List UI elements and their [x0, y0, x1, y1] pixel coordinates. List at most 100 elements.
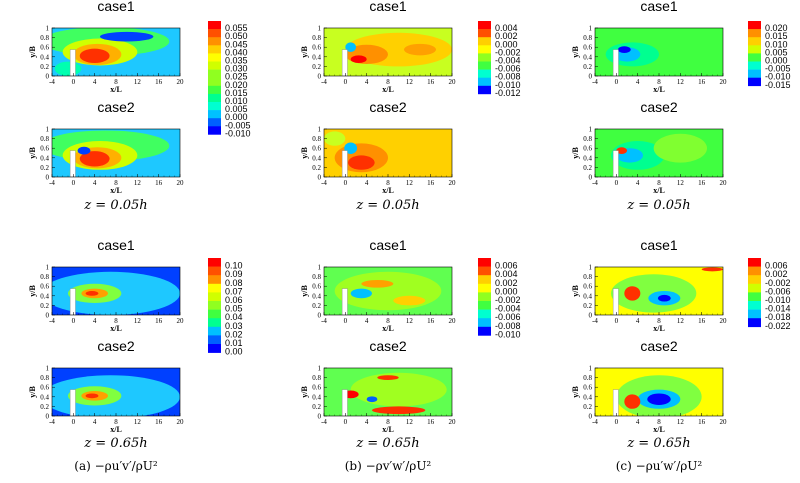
- colorbar-tick-label: 0.03: [225, 321, 243, 331]
- colorbar-swatch: [478, 301, 491, 310]
- x-tick-label: 0: [344, 418, 348, 426]
- colorbar-tick-label: 0.005: [225, 104, 248, 114]
- colorbar-tick-label: 0.04: [225, 312, 243, 322]
- case-title: case2: [640, 99, 678, 115]
- contour-panel: [324, 129, 452, 177]
- y-tick-label: 0.6: [312, 145, 321, 153]
- x-tick-label: -4: [49, 78, 55, 86]
- x-tick-label: -4: [321, 78, 327, 86]
- colorbar-swatch: [478, 85, 491, 95]
- colorbar-swatch: [478, 275, 491, 285]
- colorbar-tick-label: 0.050: [225, 31, 248, 41]
- height-label: z = 0.05h: [626, 198, 690, 213]
- colorbar-tick-label: 0.07: [225, 286, 243, 296]
- y-tick-label: 0.4: [583, 154, 592, 162]
- x-tick-label: 20: [720, 179, 728, 187]
- contour-region: [624, 286, 641, 301]
- contour-panel: [595, 267, 723, 315]
- x-tick-label: -4: [321, 418, 327, 426]
- x-axis-label: x/L: [382, 324, 394, 333]
- x-tick-label: 0: [615, 78, 619, 86]
- x-tick-label: 16: [698, 418, 706, 426]
- y-tick-label: 0.8: [312, 34, 321, 42]
- y-tick-label: 0.6: [40, 145, 49, 153]
- case-title: case1: [369, 237, 407, 253]
- colorbar-tick-label: 0.010: [225, 96, 248, 106]
- x-axis-label: x/L: [653, 186, 665, 195]
- colorbar-tick-label: 0.10: [225, 261, 243, 271]
- y-tick-label: 0.6: [312, 283, 321, 291]
- colorbar-swatch: [748, 258, 761, 267]
- y-tick-label: 1: [46, 365, 50, 373]
- x-axis-label: x/L: [382, 425, 394, 434]
- x-tick-label: -4: [49, 418, 55, 426]
- x-tick-label: 16: [427, 317, 435, 325]
- colorbar-swatch: [208, 266, 221, 276]
- y-tick-label: 1: [318, 126, 322, 134]
- x-tick-label: 8: [114, 78, 118, 86]
- colorbar-tick-label: 0.000: [225, 112, 248, 122]
- x-tick-label: 8: [114, 317, 118, 325]
- building-block: [612, 288, 619, 315]
- case-title: case2: [369, 99, 407, 115]
- colorbar-swatch: [748, 309, 761, 319]
- colorbar-tick-label: 0.000: [495, 286, 518, 296]
- colorbar-tick-label: 0.08: [225, 278, 243, 288]
- height-label: z = 0.65h: [626, 436, 690, 451]
- y-tick-label: 0.6: [40, 44, 49, 52]
- x-tick-label: 4: [93, 179, 97, 187]
- y-tick-label: 0.2: [312, 164, 321, 172]
- contour-region: [366, 396, 378, 403]
- colorbar-tick-label: 0.02: [225, 329, 243, 339]
- contour-region: [657, 294, 671, 302]
- colorbar-swatch: [208, 118, 221, 127]
- x-tick-label: 4: [93, 317, 97, 325]
- colorbar-swatch: [208, 326, 221, 336]
- x-tick-label: 0: [72, 78, 76, 86]
- colorbar-swatch: [748, 266, 761, 276]
- case-title: case1: [369, 0, 407, 14]
- colorbar-swatch: [748, 21, 761, 30]
- x-tick-label: 12: [134, 317, 142, 325]
- colorbar-tick-label: 0.006: [765, 261, 788, 271]
- case-title: case1: [640, 0, 678, 14]
- contour-region: [85, 393, 99, 399]
- y-axis-label: y/B: [300, 147, 309, 159]
- contour-region: [617, 46, 631, 53]
- x-tick-label: 20: [449, 317, 457, 325]
- colorbar-tick-label: -0.010: [495, 329, 521, 339]
- y-tick-label: 0.6: [40, 283, 49, 291]
- x-tick-label: 0: [72, 418, 76, 426]
- colorbar-swatch: [478, 29, 491, 38]
- colorbar-tick-label: 0.025: [225, 72, 248, 82]
- colorbar-swatch: [748, 45, 761, 54]
- contour-region: [361, 279, 394, 288]
- x-tick-label: 16: [698, 78, 706, 86]
- colorbar-swatch: [208, 275, 221, 285]
- x-tick-label: 0: [344, 179, 348, 187]
- colorbar-swatch: [208, 258, 221, 267]
- y-tick-label: 0.4: [312, 393, 321, 401]
- colorbar-tick-label: 0.00: [225, 347, 243, 357]
- x-tick-label: 4: [636, 179, 640, 187]
- x-tick-label: 8: [114, 179, 118, 187]
- x-tick-label: 20: [177, 179, 185, 187]
- x-tick-label: 20: [720, 418, 728, 426]
- contour-region: [79, 48, 110, 64]
- x-tick-label: 0: [615, 179, 619, 187]
- x-tick-label: 16: [155, 418, 163, 426]
- x-axis-label: x/L: [110, 85, 122, 94]
- colorbar-swatch: [208, 283, 221, 293]
- contour-panel: [595, 368, 723, 416]
- contour-region: [350, 55, 367, 64]
- y-tick-label: 0.8: [583, 34, 592, 42]
- colorbar-tick-label: 0.002: [495, 31, 518, 41]
- colorbar-tick-label: -0.010: [495, 80, 521, 90]
- x-tick-label: -4: [592, 418, 598, 426]
- x-tick-label: 16: [155, 179, 163, 187]
- y-tick-label: 0.8: [312, 135, 321, 143]
- y-axis-label: y/B: [300, 46, 309, 58]
- contour-region: [79, 151, 110, 167]
- colorbar-tick-label: 0.020: [765, 23, 788, 33]
- contour-region: [350, 288, 373, 299]
